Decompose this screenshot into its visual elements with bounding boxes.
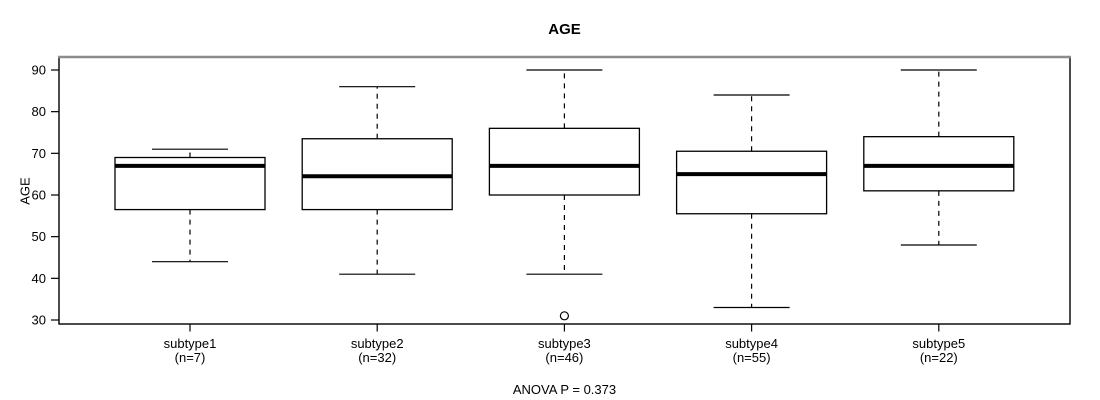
x-tick-label: subtype2 xyxy=(351,336,404,351)
y-tick-label: 60 xyxy=(32,188,46,203)
x-tick-label: subtype1 xyxy=(164,336,217,351)
x-tick-label: subtype4 xyxy=(725,336,778,351)
box-group-subtype5: subtype5(n=22) xyxy=(863,69,1015,365)
anova-p-footer: ANOVA P = 0.373 xyxy=(512,382,617,397)
y-tick-label: 80 xyxy=(32,104,46,119)
y-tick-label: 50 xyxy=(32,229,46,244)
x-tick-sublabel: (n=55) xyxy=(733,350,771,365)
y-tick-label: 90 xyxy=(32,63,46,78)
iqr-box xyxy=(863,136,1015,192)
box-group-subtype1: subtype1(n=7) xyxy=(114,148,266,365)
x-tick-sublabel: (n=32) xyxy=(358,350,396,365)
iqr-box xyxy=(675,150,828,215)
iqr-box xyxy=(301,138,453,211)
y-tick-label: 40 xyxy=(32,271,46,286)
x-tick-sublabel: (n=22) xyxy=(920,350,958,365)
x-tick-sublabel: (n=46) xyxy=(545,350,583,365)
box-group-subtype3: subtype3(n=46) xyxy=(488,69,641,365)
y-tick-label: 70 xyxy=(32,146,46,161)
x-tick-label: subtype3 xyxy=(538,336,591,351)
y-tick-label: 30 xyxy=(32,313,46,328)
x-tick-label: subtype5 xyxy=(912,336,965,351)
outlier-point xyxy=(559,311,570,321)
iqr-box xyxy=(488,127,641,196)
box-group-subtype4: subtype4(n=55) xyxy=(675,94,828,365)
x-tick-sublabel: (n=7) xyxy=(175,350,206,365)
box-group-subtype2: subtype2(n=32) xyxy=(301,86,453,365)
chart-title: AGE xyxy=(548,21,581,38)
